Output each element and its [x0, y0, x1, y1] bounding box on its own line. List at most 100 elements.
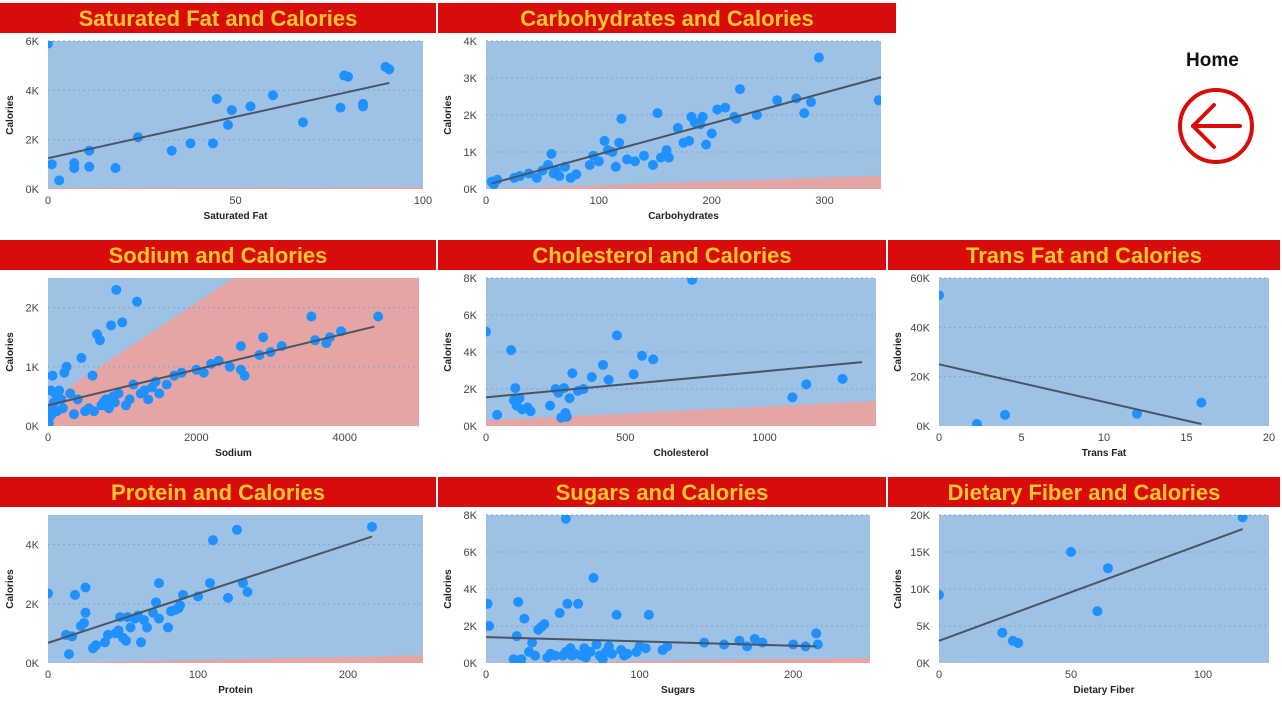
data-point: [61, 361, 72, 372]
data-point: [550, 650, 561, 661]
data-point: [588, 572, 599, 583]
x-tick-label: 100: [590, 195, 608, 207]
data-point: [111, 284, 122, 295]
data-point: [672, 122, 683, 133]
trend-line: [485, 361, 863, 399]
y-tick-label: 1K: [464, 147, 478, 159]
y-tick-label: 0K: [26, 421, 40, 433]
y-tick-label: 6K: [464, 547, 478, 559]
home-label: Home: [1186, 50, 1239, 71]
data-point: [80, 582, 91, 593]
data-point: [508, 654, 519, 663]
y-tick-label: 4K: [464, 584, 478, 596]
data-point: [208, 138, 218, 149]
data-point: [516, 654, 527, 663]
data-point: [811, 628, 822, 639]
chart-panel: Protein and Calories 0K 2K 4K 0 100 200 Protein…: [0, 477, 436, 697]
data-point: [486, 598, 493, 609]
trend-line: [938, 528, 1243, 642]
data-point: [837, 373, 848, 384]
x-axis-label: Cholesterol: [653, 448, 708, 459]
data-point: [384, 64, 395, 75]
data-point: [598, 359, 608, 370]
y-tick-label: 0K: [464, 658, 478, 670]
left-arrow-circle-icon: [1178, 88, 1254, 164]
y-tick-label: 15K: [910, 547, 930, 559]
data-point: [151, 597, 161, 608]
data-point: [652, 108, 663, 119]
y-axis-label: Calories: [443, 95, 454, 135]
data-point: [873, 95, 881, 106]
y-axis-label: Calories: [5, 569, 16, 609]
data-point: [68, 409, 79, 420]
data-point: [554, 171, 565, 182]
data-point: [662, 641, 673, 652]
y-axis-label: Calories: [893, 332, 904, 372]
scatter-chart: 0K 5K 10K 15K 20K 0 50 100 Dietary Fiber Calories: [893, 510, 1269, 696]
confidence-band: [486, 401, 876, 426]
y-tick-label: 0K: [917, 421, 931, 433]
data-point: [801, 379, 812, 390]
y-tick-label: 40K: [910, 322, 930, 334]
data-point: [109, 397, 120, 408]
x-tick-label: 200: [339, 669, 357, 681]
data-point: [655, 152, 666, 163]
y-axis-label: Calories: [5, 95, 16, 135]
y-axis-label: Calories: [5, 332, 16, 372]
data-point: [486, 621, 495, 631]
data-point: [511, 631, 522, 642]
data-point: [603, 374, 614, 385]
scatter-chart: 0K 2K 4K 6K 8K 0 500 1000 Cholesterol Calories: [443, 273, 876, 459]
data-point: [757, 637, 768, 648]
data-point: [166, 145, 177, 156]
data-point: [235, 341, 246, 352]
data-point: [573, 598, 584, 609]
data-point: [211, 93, 222, 104]
y-tick-label: 1K: [26, 362, 40, 374]
y-tick-label: 2K: [26, 135, 40, 147]
data-point: [110, 163, 121, 174]
plot-area: [48, 41, 423, 189]
chart-title: Sodium and Calories: [0, 240, 436, 270]
data-point: [562, 598, 573, 609]
x-tick-label: 20: [1263, 432, 1275, 444]
data-point: [154, 388, 165, 399]
data-point: [258, 332, 269, 343]
data-point: [939, 290, 944, 301]
home-button[interactable]: [1176, 86, 1256, 166]
scatter-chart: 0K 2K 4K 6K 8K 0 100 200 Sugars Calories: [443, 510, 870, 696]
data-points: [48, 41, 395, 186]
x-tick-label: 300: [815, 195, 833, 207]
data-point: [242, 586, 253, 597]
data-point: [614, 137, 625, 148]
y-tick-label: 8K: [464, 273, 478, 285]
x-tick-label: 100: [630, 669, 648, 681]
data-point: [76, 352, 87, 363]
y-tick-label: 2K: [464, 384, 478, 396]
data-point: [530, 650, 541, 661]
data-point: [373, 311, 384, 322]
data-point: [358, 101, 368, 112]
data-point: [593, 156, 604, 167]
chart-panel: Sugars and Calories 0K 2K 4K 6K 8K 0 100 200 Suga…: [438, 477, 886, 697]
data-point: [648, 354, 659, 365]
data-point: [939, 589, 944, 600]
y-tick-label: 8K: [464, 510, 478, 522]
data-point: [79, 618, 89, 629]
x-tick-label: 100: [189, 669, 207, 681]
x-tick-label: 500: [616, 432, 634, 444]
data-point: [527, 637, 538, 648]
x-axis-label: Dietary Fiber: [1073, 685, 1134, 696]
data-point: [94, 335, 105, 346]
x-tick-label: 50: [229, 195, 241, 207]
data-point: [84, 161, 95, 172]
x-axis-label: Sodium: [215, 448, 252, 459]
data-point: [117, 317, 128, 328]
data-point: [519, 613, 530, 624]
data-point: [971, 419, 982, 426]
data-points: [939, 515, 1248, 649]
y-tick-label: 10K: [910, 584, 930, 596]
data-point: [513, 596, 524, 607]
data-point: [585, 646, 596, 657]
scatter-chart: 0K 2K 4K 6K 0 50 100 Saturated Fat Calories: [5, 36, 432, 222]
